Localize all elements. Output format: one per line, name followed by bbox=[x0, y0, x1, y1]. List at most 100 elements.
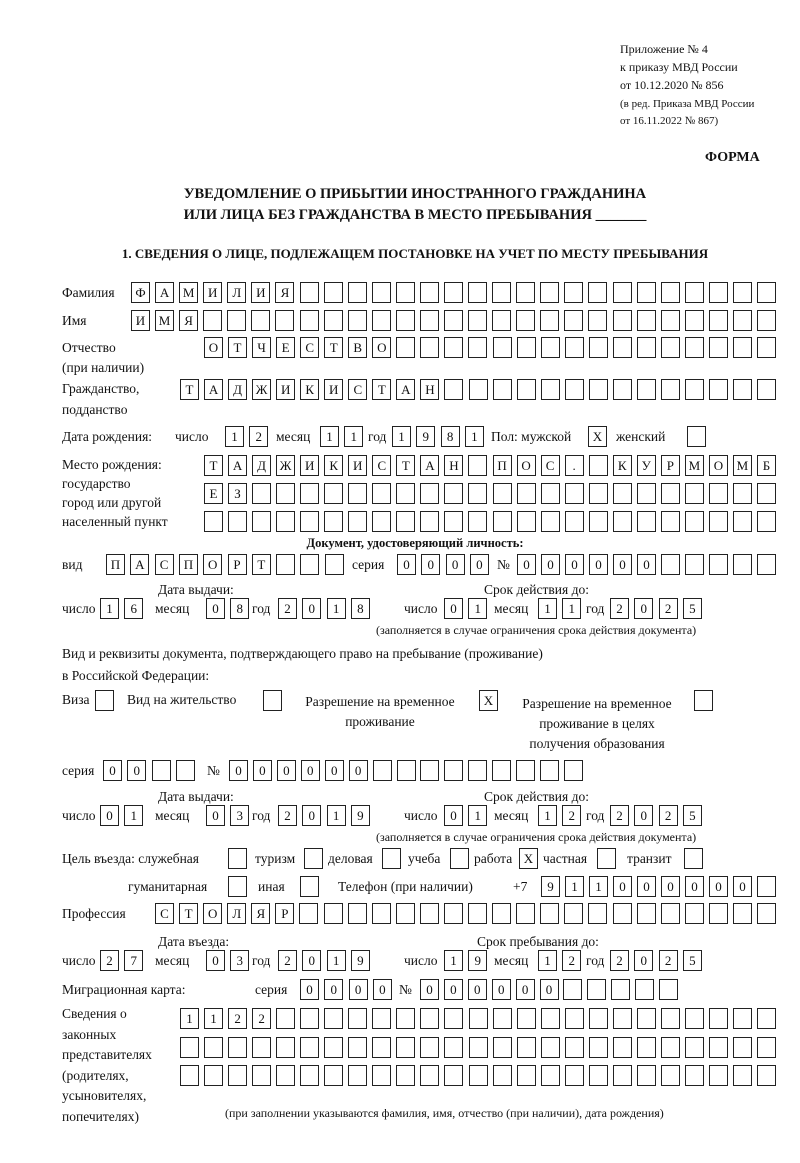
surname-box[interactable] bbox=[684, 282, 704, 303]
name-box[interactable] bbox=[636, 310, 656, 331]
birthplace-box[interactable]: С bbox=[540, 455, 560, 476]
profession-box[interactable] bbox=[395, 903, 415, 924]
right-number-box[interactable]: 0 bbox=[252, 760, 272, 781]
name-box[interactable] bbox=[684, 310, 704, 331]
birthplace-box[interactable] bbox=[636, 483, 656, 504]
right-number-box[interactable] bbox=[540, 760, 560, 781]
citizenship-box[interactable]: С bbox=[348, 379, 368, 400]
representatives-box[interactable] bbox=[732, 1065, 752, 1086]
surname-box[interactable] bbox=[419, 282, 439, 303]
representatives-box[interactable] bbox=[757, 1065, 776, 1086]
right-issue-year[interactable]: 0 bbox=[302, 805, 322, 826]
phone-box[interactable]: 0 bbox=[661, 876, 680, 897]
right-series-box[interactable]: 0 bbox=[127, 760, 147, 781]
birthplace-box[interactable]: Т bbox=[204, 455, 223, 476]
representatives-box[interactable] bbox=[348, 1037, 368, 1058]
purpose-official-checkbox[interactable] bbox=[228, 848, 247, 869]
migration-number-box[interactable] bbox=[563, 979, 583, 1000]
profession-box[interactable]: Л bbox=[227, 903, 247, 924]
id-number-box[interactable]: 0 bbox=[589, 554, 608, 575]
right-number-box[interactable] bbox=[468, 760, 488, 781]
name-box[interactable] bbox=[203, 310, 223, 331]
name-box[interactable] bbox=[492, 310, 512, 331]
birthplace-box[interactable]: А bbox=[228, 455, 248, 476]
citizenship-box[interactable]: Д bbox=[228, 379, 248, 400]
birthplace-box[interactable]: К bbox=[612, 455, 632, 476]
birth-year-box[interactable]: 9 bbox=[416, 426, 436, 447]
representatives-box[interactable] bbox=[636, 1008, 656, 1029]
entry-month[interactable]: 3 bbox=[230, 950, 250, 971]
name-box[interactable] bbox=[227, 310, 247, 331]
right-issue-year[interactable]: 9 bbox=[350, 805, 370, 826]
representatives-box[interactable] bbox=[684, 1008, 704, 1029]
profession-box[interactable] bbox=[468, 903, 488, 924]
birthplace-box[interactable] bbox=[732, 511, 752, 532]
birthplace-box[interactable]: . bbox=[564, 455, 584, 476]
patronymic-box[interactable] bbox=[444, 337, 464, 358]
birthplace-box[interactable]: Н bbox=[444, 455, 464, 476]
patronymic-box[interactable]: Т bbox=[324, 337, 344, 358]
citizenship-box[interactable] bbox=[492, 379, 512, 400]
name-box[interactable] bbox=[660, 310, 680, 331]
birthplace-box[interactable]: Б bbox=[757, 455, 776, 476]
name-box[interactable] bbox=[708, 310, 728, 331]
representatives-box[interactable] bbox=[732, 1008, 752, 1029]
profession-box[interactable] bbox=[516, 903, 536, 924]
citizenship-box[interactable] bbox=[612, 379, 632, 400]
citizenship-box[interactable] bbox=[468, 379, 488, 400]
id-issue-month[interactable]: 8 bbox=[230, 598, 250, 619]
name-box[interactable] bbox=[275, 310, 295, 331]
entry-year[interactable]: 0 bbox=[302, 950, 322, 971]
id-number-box[interactable] bbox=[709, 554, 728, 575]
entry-month[interactable]: 0 bbox=[206, 950, 225, 971]
birthplace-box[interactable]: Т bbox=[396, 455, 416, 476]
migration-number-box[interactable]: 0 bbox=[515, 979, 535, 1000]
birthplace-box[interactable] bbox=[300, 483, 320, 504]
id-issue-day[interactable]: 1 bbox=[100, 598, 119, 619]
representatives-box[interactable] bbox=[540, 1037, 560, 1058]
representatives-box[interactable] bbox=[372, 1008, 392, 1029]
id-valid-month[interactable]: 1 bbox=[538, 598, 557, 619]
purpose-transit-checkbox[interactable] bbox=[684, 848, 703, 869]
entry-year[interactable]: 2 bbox=[278, 950, 297, 971]
citizenship-box[interactable] bbox=[588, 379, 608, 400]
right-valid-year[interactable]: 2 bbox=[610, 805, 629, 826]
profession-box[interactable] bbox=[540, 903, 560, 924]
birthplace-box[interactable]: И bbox=[300, 455, 320, 476]
surname-box[interactable]: Л bbox=[227, 282, 247, 303]
stay-year[interactable]: 2 bbox=[610, 950, 629, 971]
surname-box[interactable] bbox=[732, 282, 752, 303]
surname-box[interactable] bbox=[564, 282, 584, 303]
representatives-box[interactable] bbox=[564, 1008, 584, 1029]
name-box[interactable] bbox=[588, 310, 608, 331]
right-number-box[interactable] bbox=[516, 760, 536, 781]
profession-box[interactable] bbox=[708, 903, 728, 924]
name-box[interactable] bbox=[564, 310, 584, 331]
birthplace-box[interactable] bbox=[348, 483, 368, 504]
surname-box[interactable] bbox=[323, 282, 343, 303]
stay-year[interactable]: 2 bbox=[658, 950, 678, 971]
birthplace-box[interactable] bbox=[660, 483, 680, 504]
representatives-box[interactable] bbox=[348, 1008, 368, 1029]
birthplace-box[interactable] bbox=[324, 511, 344, 532]
id-issue-year[interactable]: 8 bbox=[350, 598, 370, 619]
id-kind-box[interactable]: С bbox=[154, 554, 174, 575]
representatives-box[interactable] bbox=[660, 1065, 680, 1086]
birthplace-box[interactable]: Ж bbox=[276, 455, 296, 476]
birthplace-box[interactable]: У bbox=[636, 455, 656, 476]
birthplace-box[interactable] bbox=[757, 511, 776, 532]
birthplace-box[interactable]: О bbox=[708, 455, 728, 476]
id-issue-month[interactable]: 0 bbox=[206, 598, 225, 619]
migration-number-box[interactable]: 0 bbox=[539, 979, 559, 1000]
visa-checkbox[interactable] bbox=[95, 690, 114, 711]
citizenship-box[interactable] bbox=[732, 379, 752, 400]
birthplace-box[interactable] bbox=[420, 483, 440, 504]
representatives-box[interactable] bbox=[396, 1037, 416, 1058]
right-issue-month[interactable]: 3 bbox=[230, 805, 250, 826]
citizenship-box[interactable]: К bbox=[300, 379, 320, 400]
name-box[interactable] bbox=[516, 310, 536, 331]
name-box[interactable]: М bbox=[155, 310, 175, 331]
id-number-box[interactable]: 0 bbox=[565, 554, 584, 575]
citizenship-box[interactable]: И bbox=[276, 379, 296, 400]
citizenship-box[interactable] bbox=[540, 379, 560, 400]
